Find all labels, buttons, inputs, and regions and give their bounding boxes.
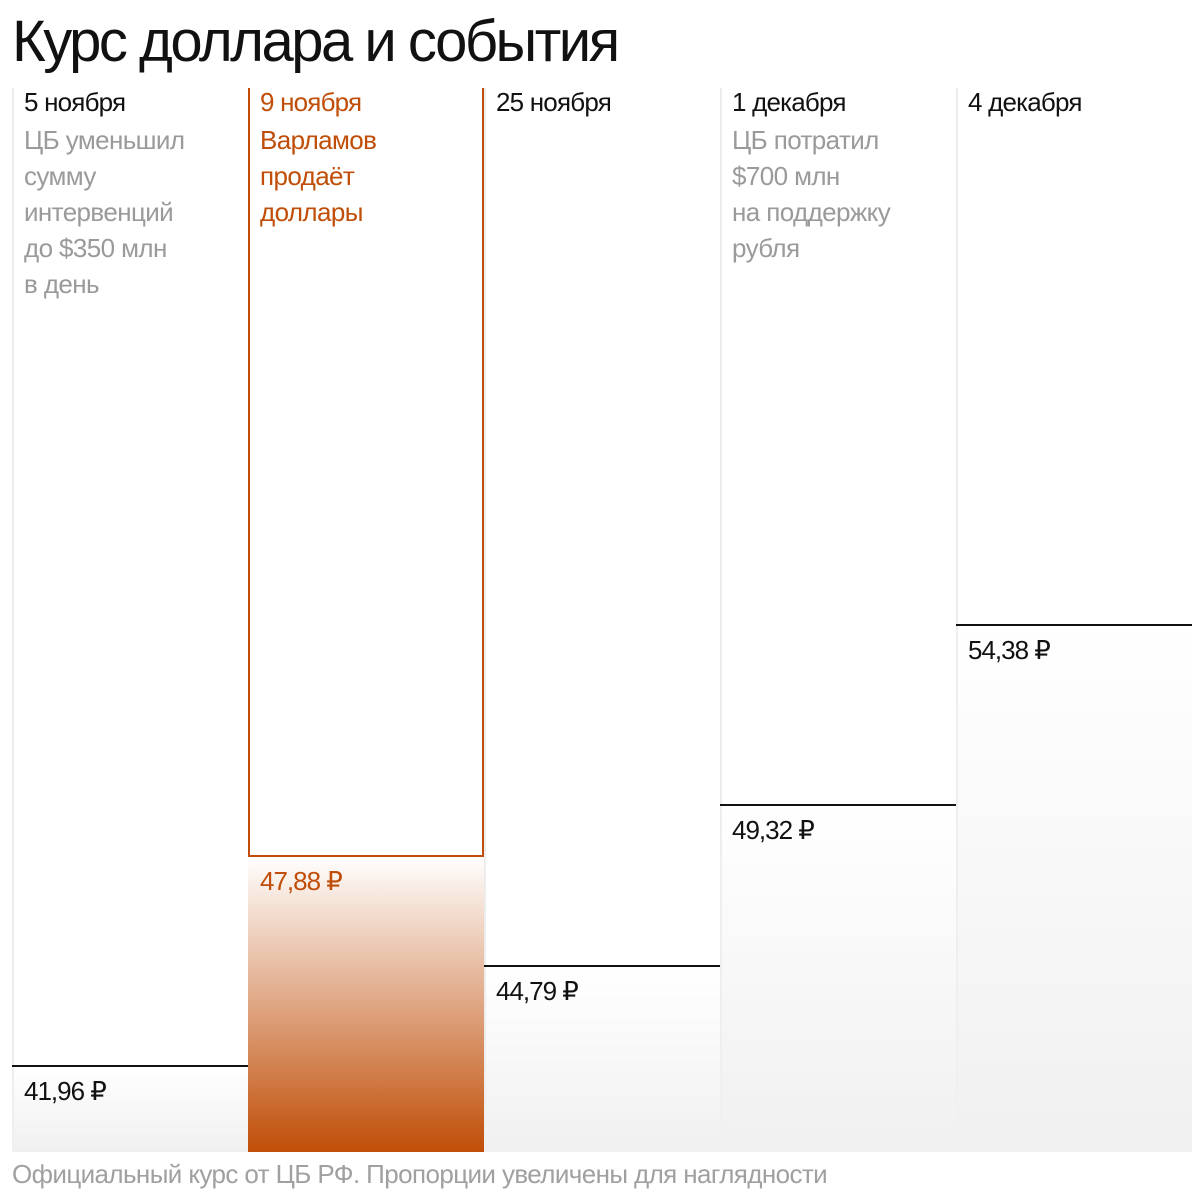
column-frame: [720, 88, 956, 1152]
chart-column: 4 декабря 54,38 ₽: [956, 88, 1192, 1152]
bar-fill: [12, 1066, 248, 1152]
value-line: [484, 964, 720, 967]
bar-fill: [720, 804, 956, 1152]
bar-fill: [484, 965, 720, 1152]
chart-column: 5 ноября ЦБ уменьшил сумму интервенций до $3…: [12, 88, 248, 1152]
column-frame: [956, 88, 1192, 1152]
chart-footnote: Официальный курс от ЦБ РФ. Пропорции уве…: [12, 1159, 828, 1189]
event-description: Варламов продаёт доллары: [260, 122, 475, 230]
event-description: ЦБ потратил $700 млн на поддержку рубля: [732, 122, 947, 266]
date-label: 1 декабря: [732, 87, 846, 117]
chart-column: 25 ноября 44,79 ₽: [484, 88, 720, 1152]
value-label: 41,96 ₽: [24, 1076, 107, 1106]
date-label: 4 декабря: [968, 87, 1082, 117]
date-label: 9 ноября: [260, 87, 362, 117]
chart-column: 9 ноября Варламов продаёт доллары 47,88 ₽: [248, 88, 484, 1152]
event-line: Варламов: [260, 125, 377, 155]
chart-title: Курс доллара и события: [12, 9, 620, 74]
date-label: 5 ноября: [24, 87, 126, 117]
date-label: 25 ноября: [496, 87, 612, 117]
column-frame: [484, 88, 720, 1152]
value-label: 44,79 ₽: [496, 975, 579, 1006]
bar-fill: [248, 855, 484, 1152]
event-line: продаёт: [260, 161, 355, 191]
column-frame: [248, 88, 484, 856]
value-label: 49,32 ₽: [732, 814, 815, 845]
value-line: [956, 624, 1192, 626]
event-line: ЦБ потратил: [732, 125, 879, 155]
event-line: интервенций: [24, 197, 174, 227]
value-label: 54,38 ₽: [968, 635, 1051, 665]
event-line: доллары: [260, 197, 363, 227]
value-line: [12, 1065, 248, 1067]
event-line: сумму: [24, 161, 96, 191]
event-line: в день: [24, 269, 100, 299]
event-line: $700 млн: [732, 161, 840, 191]
event-line: до $350 млн: [24, 233, 167, 263]
column-frame: [12, 88, 248, 1152]
value-line: [248, 854, 484, 857]
value-line: [720, 803, 956, 806]
event-line: ЦБ уменьшил: [24, 125, 185, 155]
chart-column: 1 декабря ЦБ потратил $700 млн на поддержку…: [720, 88, 956, 1152]
event-line: на поддержку: [732, 197, 891, 227]
event-line: рубля: [732, 233, 800, 263]
bar-fill: [956, 625, 1192, 1152]
value-label: 47,88 ₽: [260, 865, 343, 896]
event-description: ЦБ уменьшил сумму интервенций до $350 млн в …: [24, 122, 239, 302]
